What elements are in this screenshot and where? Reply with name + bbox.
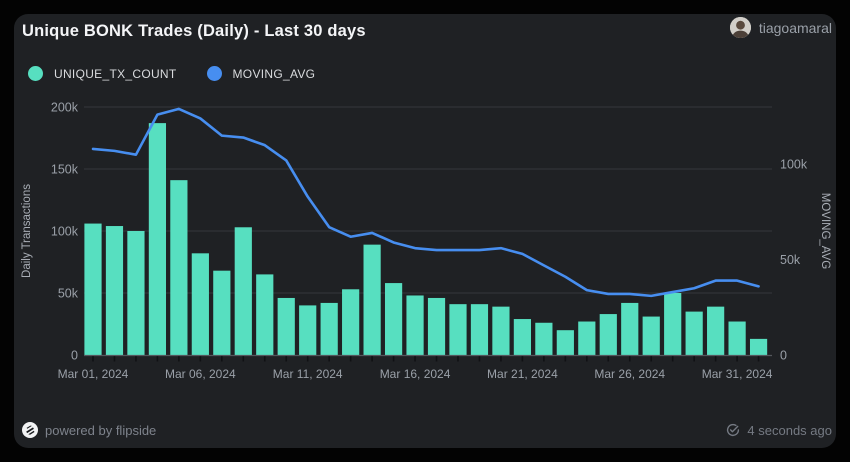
right-axis-title: MOVING_AVG: [819, 193, 831, 270]
powered-by[interactable]: powered by flipside: [22, 422, 156, 438]
bar-Mar 20, 2024[interactable]: [492, 306, 510, 356]
y-tick-label-left: 0: [71, 348, 78, 362]
bar-Mar 26, 2024[interactable]: [621, 302, 639, 356]
y-tick-label-left: 200k: [51, 100, 79, 114]
bar-Mar 22, 2024[interactable]: [535, 322, 553, 356]
bar-Mar 25, 2024[interactable]: [599, 314, 617, 356]
legend-item-moving-avg[interactable]: MOVING_AVG: [206, 66, 316, 81]
x-tick-label: Mar 26, 2024: [594, 367, 665, 381]
moving-avg-line[interactable]: [91, 107, 760, 298]
y-tick-label-right: 50k: [780, 253, 801, 267]
legend-dot-teal: [28, 66, 43, 81]
bar-Mar 13, 2024[interactable]: [342, 289, 360, 356]
user-name: tiagoamaral: [758, 19, 832, 36]
bar-Mar 19, 2024[interactable]: [470, 304, 489, 356]
card-footer: powered by flipside 4 seconds ago: [22, 420, 832, 440]
user-chip[interactable]: tiagoamaral: [729, 17, 832, 38]
bar-Mar 30, 2024[interactable]: [707, 306, 725, 356]
bar-Mar 16, 2024[interactable]: [406, 295, 424, 356]
bar-Mar 08, 2024[interactable]: [234, 227, 252, 356]
bar-Mar 27, 2024[interactable]: [642, 316, 660, 356]
last-updated-text: 4 seconds ago: [747, 422, 832, 438]
bar-Mar 23, 2024[interactable]: [556, 330, 574, 356]
check-circle-icon: [727, 423, 740, 436]
avatar: [729, 17, 751, 38]
bar-Mar 14, 2024[interactable]: [363, 244, 381, 356]
bar-Mar 15, 2024[interactable]: [384, 283, 403, 356]
page-title: Unique BONK Trades (Daily) - Last 30 day…: [22, 22, 366, 40]
legend-item-unique-tx-count[interactable]: UNIQUE_TX_COUNT: [28, 66, 177, 81]
legend-dot-blue: [206, 66, 222, 81]
bar-Mar 06, 2024[interactable]: [191, 253, 209, 356]
y-tick-label-right: 100k: [780, 158, 808, 172]
bar-Mar 12, 2024[interactable]: [320, 302, 338, 356]
x-tick-label: Mar 21, 2024: [487, 367, 558, 381]
bonk-trades-chart: Mar 01, 2024 Mar 06, 2024 Mar 11, 2024 Mar …: [21, 100, 831, 381]
bar-Mar 17, 2024[interactable]: [427, 297, 446, 356]
bar-Mar 09, 2024[interactable]: [256, 274, 274, 356]
x-tick-label: Mar 11, 2024: [273, 367, 343, 381]
y-tick-label-left: 100k: [51, 224, 79, 238]
y-tick-label-left: 50k: [58, 286, 79, 300]
bar-Mar 02, 2024[interactable]: [105, 226, 124, 356]
bar-Mar 18, 2024[interactable]: [449, 304, 467, 356]
bar-Mar 10, 2024[interactable]: [277, 297, 295, 356]
flipside-logo-icon: [22, 422, 38, 438]
bar-Apr 01, 2024[interactable]: [749, 338, 768, 356]
y-tick-label-left: 150k: [51, 162, 79, 176]
bar-Mar 07, 2024[interactable]: [213, 270, 231, 356]
bar-Mar 01, 2024[interactable]: [84, 223, 102, 356]
x-tick-label: Mar 16, 2024: [380, 367, 451, 381]
powered-by-text: powered by flipside: [45, 422, 157, 438]
last-updated[interactable]: 4 seconds ago: [726, 423, 832, 438]
bar-Mar 03, 2024[interactable]: [127, 231, 145, 356]
bar-Mar 29, 2024[interactable]: [685, 311, 703, 356]
bar-Mar 11, 2024[interactable]: [299, 305, 317, 356]
legend-label: MOVING_AVG: [232, 66, 316, 81]
bar-Mar 31, 2024[interactable]: [728, 321, 746, 356]
bar-Mar 05, 2024[interactable]: [170, 180, 188, 356]
x-tick-label: Mar 01, 2024: [58, 367, 129, 381]
chart-legend: UNIQUE_TX_COUNT MOVING_AVG: [28, 66, 315, 81]
bar-Mar 04, 2024[interactable]: [148, 123, 167, 356]
x-tick-label: Mar 06, 2024: [165, 367, 236, 381]
y-tick-label-right: 0: [780, 348, 787, 362]
legend-label: UNIQUE_TX_COUNT: [54, 66, 177, 81]
avatar-photo: [729, 17, 751, 38]
left-axis-title: Daily Transactions: [21, 184, 33, 278]
bar-Mar 24, 2024[interactable]: [578, 321, 596, 356]
bar-Mar 28, 2024[interactable]: [664, 293, 682, 356]
bar-Mar 21, 2024[interactable]: [513, 319, 531, 356]
x-tick-label: Mar 31, 2024: [702, 367, 773, 381]
